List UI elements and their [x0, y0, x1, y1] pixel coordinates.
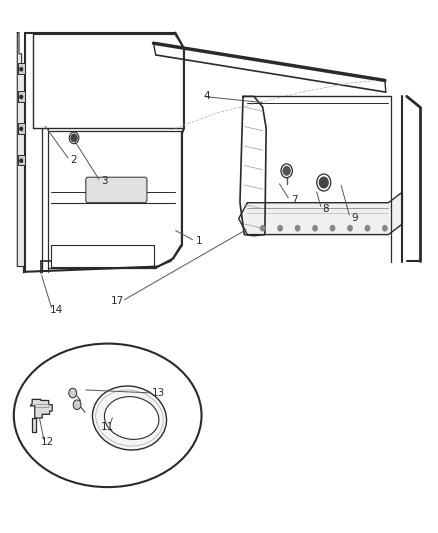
- Circle shape: [20, 127, 22, 131]
- Circle shape: [73, 400, 81, 409]
- Circle shape: [348, 225, 352, 231]
- Polygon shape: [32, 418, 36, 432]
- Bar: [18, 91, 25, 102]
- Text: 3: 3: [101, 176, 108, 187]
- Bar: [18, 155, 25, 165]
- Text: 17: 17: [111, 296, 124, 306]
- Circle shape: [278, 225, 283, 231]
- Circle shape: [69, 388, 77, 398]
- Text: 9: 9: [351, 213, 358, 223]
- Circle shape: [330, 225, 335, 231]
- Circle shape: [319, 177, 328, 188]
- Bar: [18, 63, 25, 74]
- Circle shape: [20, 68, 22, 71]
- Circle shape: [365, 225, 370, 231]
- Polygon shape: [17, 33, 25, 273]
- Text: 13: 13: [152, 388, 166, 398]
- Circle shape: [383, 225, 387, 231]
- Text: 12: 12: [41, 437, 54, 447]
- FancyBboxPatch shape: [86, 177, 147, 203]
- Ellipse shape: [104, 397, 159, 439]
- Text: 4: 4: [204, 91, 210, 101]
- Bar: [18, 123, 25, 134]
- Circle shape: [295, 225, 300, 231]
- Text: 7: 7: [291, 195, 297, 205]
- Circle shape: [71, 134, 77, 142]
- Polygon shape: [30, 399, 52, 418]
- Ellipse shape: [14, 344, 201, 487]
- Text: 14: 14: [50, 305, 63, 315]
- Circle shape: [283, 166, 290, 175]
- Circle shape: [261, 225, 265, 231]
- Ellipse shape: [92, 386, 166, 450]
- Text: 1: 1: [196, 236, 203, 246]
- Circle shape: [20, 159, 22, 163]
- Text: 8: 8: [323, 204, 329, 214]
- Text: 11: 11: [101, 422, 114, 432]
- Polygon shape: [239, 192, 403, 235]
- Circle shape: [313, 225, 317, 231]
- Text: 2: 2: [71, 155, 78, 165]
- Circle shape: [20, 95, 22, 99]
